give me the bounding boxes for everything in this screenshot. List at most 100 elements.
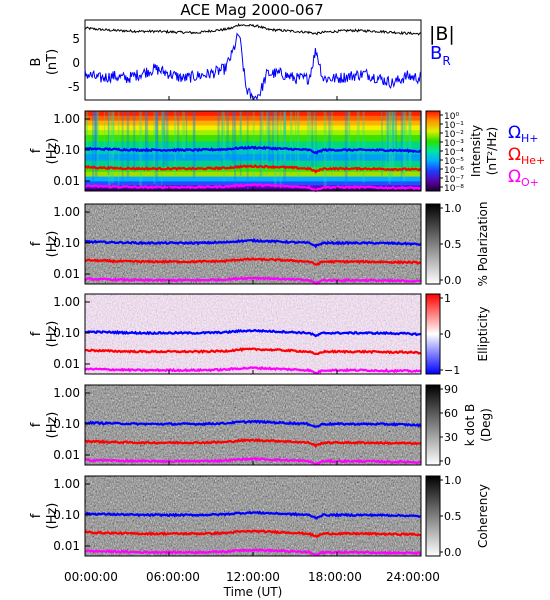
series-omega-h-line (84, 237, 422, 249)
intensity-streak (221, 111, 223, 169)
intensity-streak (404, 111, 407, 173)
intensity-streak (402, 111, 406, 182)
intensity-streak (232, 111, 235, 163)
intensity-streak (297, 111, 300, 178)
intensity-streak (388, 111, 391, 184)
panel-polarization-ytick: 0.10 (53, 236, 80, 250)
intensity-band (85, 167, 421, 173)
legend-omega-o-sym: Ω (508, 167, 521, 187)
intensity-streak (193, 111, 195, 173)
legend-omega-h-sub: H+ (521, 132, 539, 145)
intensity-streak (252, 111, 255, 179)
panel-polarization-ylabel-f: f (29, 241, 44, 246)
intensity-streak (296, 111, 298, 172)
panel-intensity-ytick: 0.01 (53, 174, 80, 188)
series-omega-o-line (84, 457, 422, 466)
intensity-streak (390, 111, 394, 179)
intensity-streak (309, 111, 311, 156)
intensity-streak (121, 111, 124, 188)
panel-intensity-ytick: 1.00 (53, 112, 80, 126)
intensity-streak (85, 111, 89, 155)
intensity-streak (276, 111, 279, 166)
intensity-streak (144, 111, 147, 156)
intensity-streak (96, 111, 100, 169)
colorbar-intensity-tick: 10⁻³ (444, 139, 464, 149)
legend-babs: |B| (429, 23, 455, 45)
series-omega-o-line (84, 547, 422, 557)
intensity-streak (290, 111, 293, 152)
colorbar-ellipticity-label: Ellipticity (476, 307, 490, 362)
intensity-band (85, 154, 421, 162)
intensity-streak (107, 111, 110, 175)
intensity-streak (391, 111, 395, 171)
intensity-band (85, 171, 421, 178)
intensity-band (85, 147, 421, 155)
panel-mag: B (nT) 5 0 -5 |B| BR (29, 19, 455, 101)
xtick-18: 18:00:00 (308, 570, 362, 584)
intensity-streak (386, 111, 389, 163)
panel-kdotb-ytick: 0.01 (53, 448, 80, 462)
intensity-streak (265, 111, 269, 175)
panel-kdotb-ylabel-f: f (29, 422, 44, 427)
colorbar-polarization-label: % Polarization (476, 202, 490, 287)
intensity-streak (133, 111, 136, 173)
series-omega-he-line (84, 164, 422, 174)
intensity-streak (223, 111, 225, 182)
panel-kdotb-ytick: 1.00 (53, 386, 80, 400)
intensity-streak (163, 111, 166, 166)
colorbar-intensity-tick: 10⁻² (444, 130, 464, 140)
panel-coherency-ytick: 1.00 (53, 477, 80, 491)
colorbar-intensity-tick: 10⁻⁶ (444, 166, 464, 176)
series-omega-h-line (84, 328, 422, 338)
intensity-streak (217, 111, 220, 153)
intensity-streak (267, 111, 271, 163)
intensity-streak (283, 111, 286, 170)
panel-polarization-ytick: 0.01 (53, 267, 80, 281)
intensity-streak (271, 111, 274, 165)
panel-mag-frame (84, 19, 422, 101)
intensity-streak (221, 111, 224, 159)
colorbar-kdotb-tick: 30 (444, 431, 458, 444)
colorbar-kdotb-tick: 0 (444, 455, 451, 468)
intensity-streak (111, 111, 114, 184)
panel-intensity: 1.00 0.10 0.01 f (Hz) 10⁰10⁻¹10⁻²10⁻³10⁻⁴10⁻⁵… (29, 110, 499, 194)
intensity-streak (165, 111, 169, 167)
panel-coherency-ylabel-f: f (29, 513, 44, 518)
intensity-streak (347, 111, 350, 158)
intensity-streak (315, 111, 317, 175)
legend-omega-o: ΩO+ (508, 167, 539, 189)
panel-polarization: 1.00 0.10 0.01 f (Hz) 1.0 0.5 0.0 % Polarization (29, 202, 490, 287)
panel-coherency-ytick: 0.01 (53, 539, 80, 553)
intensity-streak (381, 111, 383, 176)
intensity-streak (381, 111, 383, 177)
colorbar-polarization (425, 203, 441, 285)
series-omega-he-line (84, 257, 422, 266)
series-omega-he-line (84, 529, 422, 539)
panel-kdotb-ytick: 0.10 (53, 417, 80, 431)
mag-ytick-neg5: -5 (68, 80, 80, 94)
intensity-streak (289, 111, 292, 174)
series-omega-o-line (84, 183, 422, 193)
colorbar-ellipticity-tick: 1 (444, 292, 451, 305)
colorbar-polarization-tick: 1.0 (444, 202, 462, 215)
legend-br-main: B (430, 43, 442, 64)
intensity-streak (385, 111, 388, 168)
xtick-12: 12:00:00 (226, 570, 280, 584)
mag-ylabel-unit: (nT) (45, 49, 60, 75)
intensity-streak (112, 111, 115, 157)
intensity-streak (314, 111, 316, 171)
intensity-streak (388, 111, 391, 180)
intensity-streak (94, 111, 97, 162)
intensity-band (85, 135, 421, 142)
intensity-streak (307, 111, 310, 159)
colorbar-kdotb-tick: 60 (444, 407, 458, 420)
intensity-band (85, 141, 421, 149)
colorbar-intensity-tick: 10⁻⁵ (444, 157, 464, 167)
intensity-streak (161, 111, 165, 152)
colorbar-kdotb-label: k dot B (463, 404, 477, 446)
intensity-streak (408, 111, 411, 166)
intensity-streak (328, 111, 331, 154)
panel-coherency: 1.00 0.10 0.01 f (Hz) 1.0 0.5 0.0 Coherency (29, 474, 490, 559)
spectrogram-panels: 1.000.100.01f (Hz)10⁰10⁻¹10⁻²10⁻³10⁻⁴10⁻⁵… (29, 110, 499, 559)
